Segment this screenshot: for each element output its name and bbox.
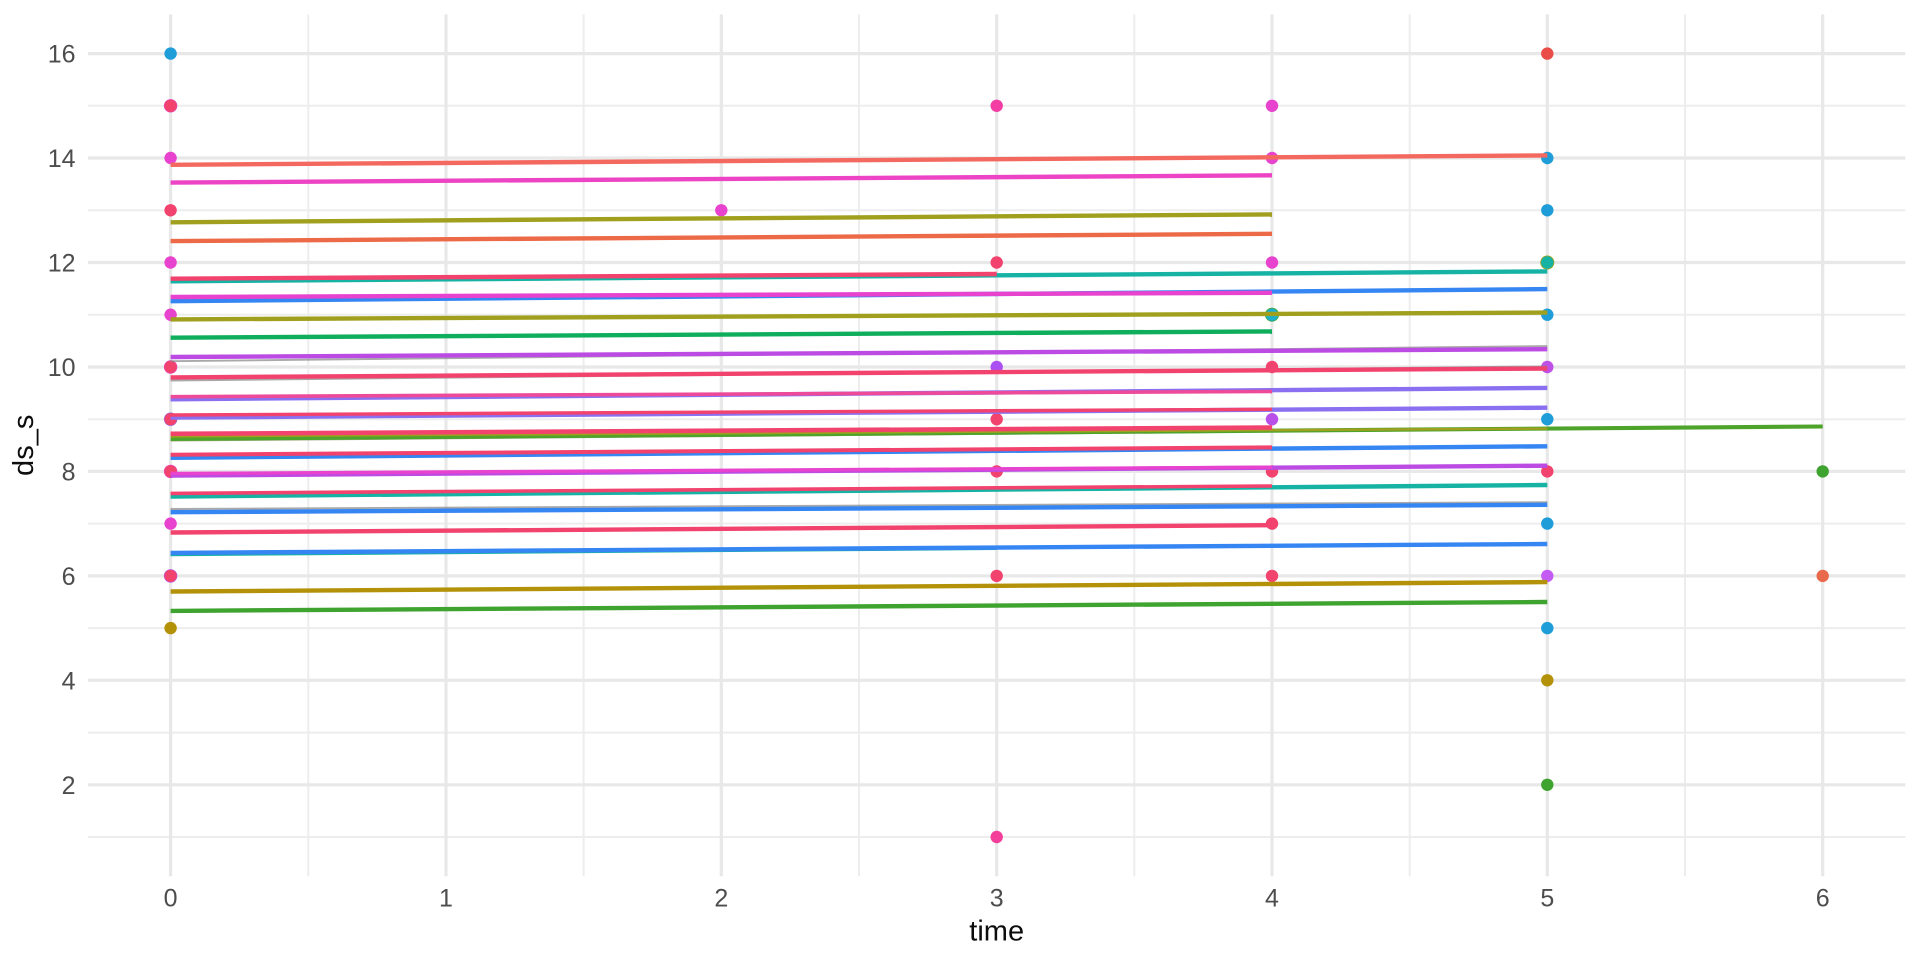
svg-text:2: 2 [714,885,728,913]
svg-text:5: 5 [1540,885,1554,913]
svg-text:4: 4 [1265,885,1279,913]
svg-text:8: 8 [62,458,76,486]
svg-text:6: 6 [1816,885,1830,913]
svg-text:12: 12 [48,250,76,278]
svg-text:6: 6 [62,563,76,591]
svg-text:1: 1 [439,885,453,913]
svg-text:ds_s: ds_s [8,415,40,476]
svg-text:0: 0 [164,885,178,913]
svg-text:10: 10 [48,354,76,382]
svg-text:3: 3 [990,885,1004,913]
svg-text:4: 4 [62,667,76,695]
svg-text:16: 16 [48,41,76,69]
svg-text:2: 2 [62,772,76,800]
svg-text:time: time [969,916,1024,948]
svg-text:14: 14 [48,145,76,173]
